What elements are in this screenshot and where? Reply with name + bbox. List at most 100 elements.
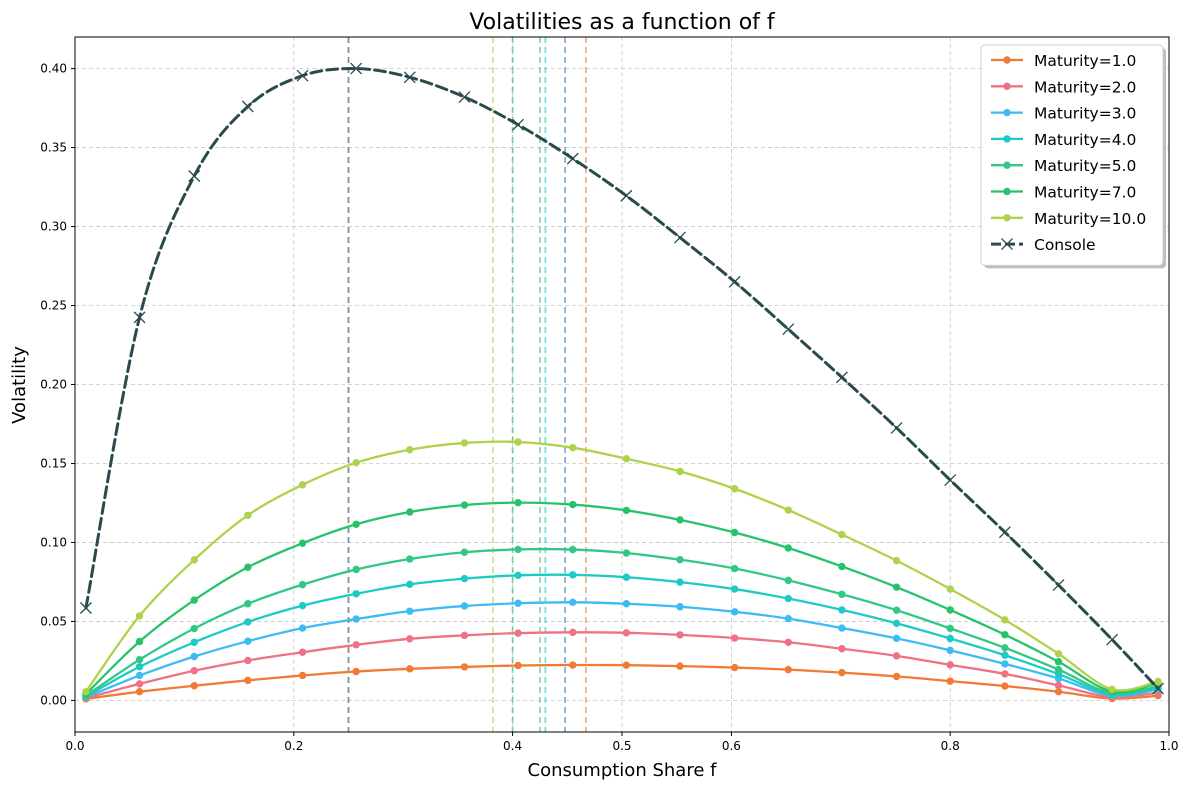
chart-title: Volatilities as a function of f [469,10,776,35]
point-marker [514,661,522,670]
y-tick-label: 0.00 [40,693,67,707]
legend-label: Maturity=5.0 [1034,157,1136,175]
x-marker [566,152,579,165]
point-marker [135,655,144,664]
point-marker [1001,644,1009,652]
point-marker [730,585,739,593]
x-marker [403,71,416,84]
point-marker [298,648,307,656]
point-marker [514,498,522,507]
point-marker [406,446,414,454]
point-marker [352,565,360,574]
point-marker [730,663,739,672]
point-marker [460,663,469,671]
point-marker [730,564,739,573]
legend-item: Maturity=10.0 [991,210,1146,228]
x-marker [79,602,92,614]
point-marker [1054,658,1063,666]
y-tick-label: 0.05 [40,614,67,628]
x-marker-stroke [782,323,795,336]
legend-marker [1003,56,1011,64]
point-marker [569,443,577,452]
point-marker [190,624,198,633]
legend-item: Maturity=2.0 [991,78,1136,96]
point-marker [730,485,739,493]
point-marker [460,501,469,509]
legend-marker [1003,161,1011,169]
point-marker [190,667,198,675]
x-marker [1106,633,1119,646]
point-marker [892,634,901,643]
point-marker [892,583,901,591]
point-marker [460,574,469,583]
legend-marker [1003,108,1011,117]
point-marker [730,608,739,616]
point-marker [244,511,252,519]
point-marker [784,576,792,585]
legend-label: Maturity=3.0 [1034,105,1136,123]
point-marker [622,661,631,669]
point-marker [190,652,198,661]
point-marker [676,662,684,670]
legend-marker [1003,82,1011,91]
point-marker [406,555,414,563]
legend-label: Maturity=4.0 [1034,131,1136,149]
point-marker [1054,688,1063,696]
point-marker [1001,682,1009,690]
point-marker [1001,660,1009,668]
x-marker [674,231,686,244]
point-marker [946,677,954,685]
x-marker-stroke [620,189,633,202]
point-marker [892,619,901,628]
point-marker [406,580,414,589]
point-marker [1001,616,1009,624]
x-marker-stroke [350,62,363,75]
point-marker [298,601,307,610]
point-marker [838,645,846,653]
point-marker [622,549,631,557]
point-marker [460,631,469,640]
point-marker [569,598,577,607]
x-marker [133,311,146,324]
point-marker [352,615,360,623]
y-tick-label: 0.35 [40,141,67,155]
y-tick-label: 0.25 [40,299,67,313]
point-marker [298,481,307,489]
point-marker [946,661,954,669]
point-marker [135,671,144,680]
point-marker [676,516,684,524]
legend-marker [1003,135,1011,143]
legend-item: Maturity=3.0 [991,105,1136,123]
x-marker [835,371,848,384]
point-marker [82,688,90,696]
legend-label: Maturity=7.0 [1034,184,1136,202]
x-tick-label: 0.5 [612,739,631,753]
legend-label: Maturity=1.0 [1034,52,1136,70]
point-marker [569,628,577,637]
y-tick-label: 0.40 [40,62,67,76]
point-marker [514,545,522,554]
point-marker [244,618,252,626]
point-marker [1001,631,1009,639]
x-marker [944,474,957,487]
point-marker [352,458,360,467]
x-marker [620,189,633,202]
point-marker [569,571,577,579]
x-tick-label: 0.2 [284,739,303,753]
point-marker [676,555,684,564]
x-tick-label: 0.0 [65,739,84,753]
x-marker [241,100,254,113]
point-marker [892,652,901,660]
y-tick-label: 0.20 [40,378,67,392]
legend-marker [1003,187,1011,196]
point-marker [892,672,901,681]
point-marker [1154,677,1162,686]
x-marker-stroke [566,152,579,165]
x-marker-stroke [1106,633,1119,646]
point-marker [946,585,954,593]
legend-item: Maturity=7.0 [991,184,1136,202]
y-tick-label: 0.10 [40,535,67,549]
point-marker [1054,665,1063,674]
axis-ticks: 0.0 0.2 0.4 0.5 0.6 0.8 1.0 0.00 0.05 0.10 0.15 0.2… [40,62,1178,753]
